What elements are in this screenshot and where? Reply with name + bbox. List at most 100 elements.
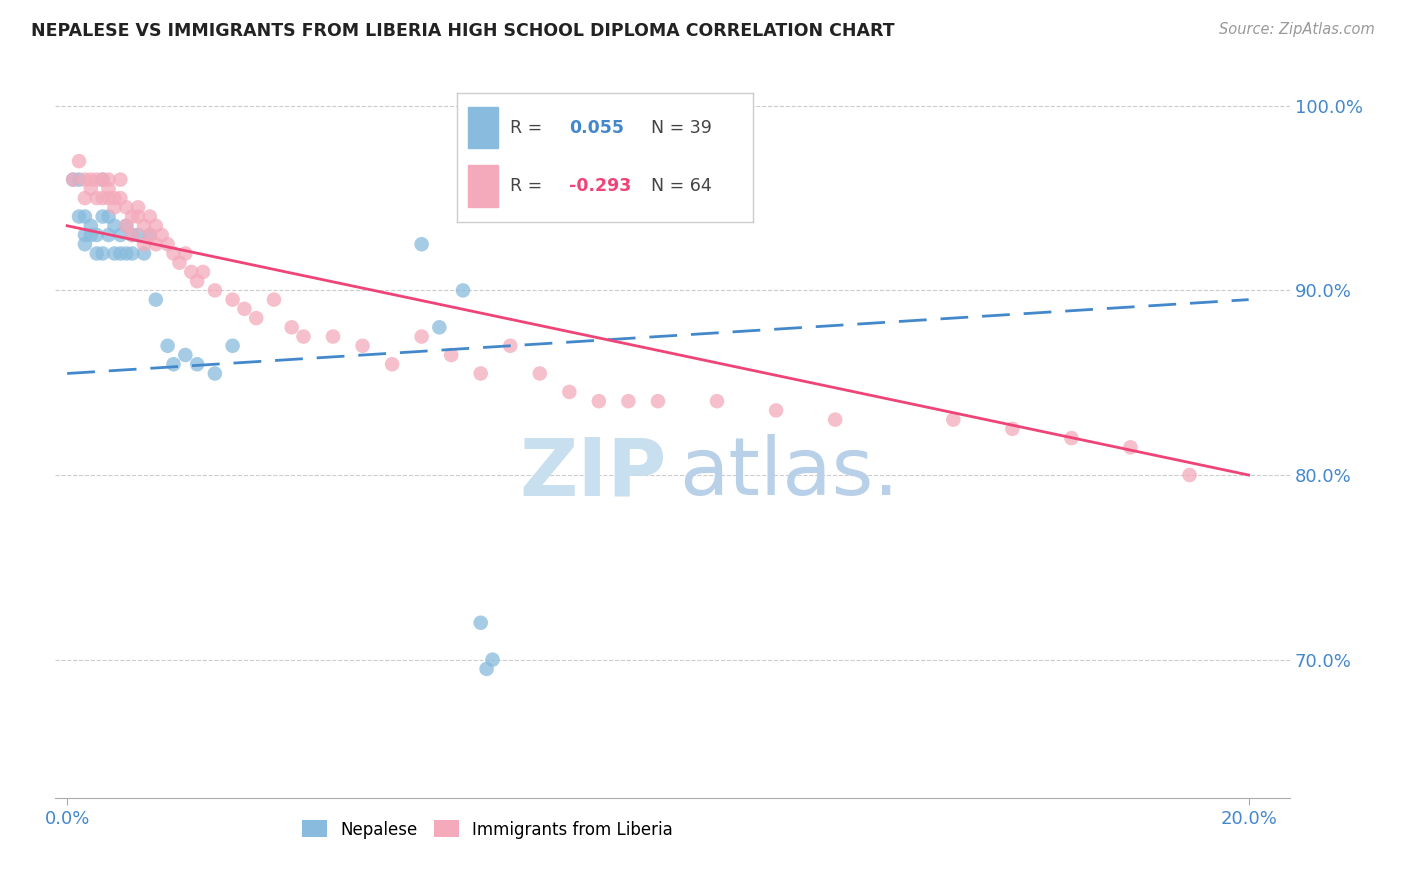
Point xyxy=(73,191,96,205)
Point xyxy=(103,219,125,233)
Point xyxy=(145,237,167,252)
Point xyxy=(91,191,114,205)
Point xyxy=(1001,422,1024,436)
Point xyxy=(162,246,184,260)
Point xyxy=(132,237,155,252)
Text: atlas.: atlas. xyxy=(679,434,898,512)
Point xyxy=(97,172,120,186)
Point xyxy=(647,394,669,409)
Point xyxy=(765,403,787,417)
Point xyxy=(80,227,103,242)
Point xyxy=(91,172,114,186)
Point xyxy=(97,210,120,224)
Point xyxy=(322,329,344,343)
Point xyxy=(263,293,285,307)
Point xyxy=(67,154,90,169)
Point xyxy=(162,357,184,371)
Point xyxy=(1060,431,1083,445)
Point xyxy=(942,412,965,426)
Point xyxy=(145,219,167,233)
Point xyxy=(558,384,581,399)
Point xyxy=(174,348,197,362)
Point xyxy=(73,210,96,224)
Point xyxy=(73,237,96,252)
Point xyxy=(91,210,114,224)
Point xyxy=(139,227,162,242)
Point xyxy=(115,200,138,214)
Text: NEPALESE VS IMMIGRANTS FROM LIBERIA HIGH SCHOOL DIPLOMA CORRELATION CHART: NEPALESE VS IMMIGRANTS FROM LIBERIA HIGH… xyxy=(31,22,894,40)
Point xyxy=(132,219,155,233)
Legend: Nepalese, Immigrants from Liberia: Nepalese, Immigrants from Liberia xyxy=(295,814,681,846)
Point xyxy=(80,219,103,233)
Point xyxy=(121,227,143,242)
Point xyxy=(73,227,96,242)
Point xyxy=(121,246,143,260)
Point xyxy=(427,320,450,334)
Point xyxy=(470,367,492,381)
Point xyxy=(86,172,108,186)
Point xyxy=(97,227,120,242)
Point xyxy=(381,357,404,371)
Point xyxy=(221,339,243,353)
Point xyxy=(67,172,90,186)
Point xyxy=(233,301,256,316)
Point xyxy=(97,182,120,196)
Point xyxy=(470,615,492,630)
Point xyxy=(440,348,463,362)
Point xyxy=(110,246,132,260)
Point xyxy=(150,227,173,242)
Point xyxy=(103,191,125,205)
Point xyxy=(292,329,315,343)
Point xyxy=(62,172,84,186)
Point xyxy=(824,412,846,426)
Point xyxy=(97,191,120,205)
Point xyxy=(411,329,433,343)
Point xyxy=(204,284,226,298)
Point xyxy=(180,265,202,279)
Point xyxy=(1119,440,1142,454)
Point xyxy=(80,182,103,196)
Point xyxy=(156,339,179,353)
Point xyxy=(529,367,551,381)
Point xyxy=(127,227,149,242)
Point xyxy=(139,210,162,224)
Point xyxy=(706,394,728,409)
Point xyxy=(475,662,498,676)
Point xyxy=(588,394,610,409)
Point xyxy=(617,394,640,409)
Point xyxy=(121,227,143,242)
Point xyxy=(169,256,191,270)
Point xyxy=(115,219,138,233)
Point xyxy=(103,246,125,260)
Point xyxy=(91,246,114,260)
Point xyxy=(221,293,243,307)
Point xyxy=(451,284,474,298)
Point xyxy=(280,320,302,334)
Point xyxy=(121,210,143,224)
Point xyxy=(115,246,138,260)
Point xyxy=(352,339,374,353)
Point xyxy=(91,172,114,186)
Point xyxy=(145,293,167,307)
Point xyxy=(110,172,132,186)
Point xyxy=(411,237,433,252)
Point xyxy=(115,219,138,233)
Point xyxy=(73,172,96,186)
Point xyxy=(174,246,197,260)
Point xyxy=(86,227,108,242)
Point xyxy=(62,172,84,186)
Point xyxy=(86,191,108,205)
Point xyxy=(80,172,103,186)
Point xyxy=(110,227,132,242)
Point xyxy=(186,274,208,288)
Point xyxy=(156,237,179,252)
Point xyxy=(245,311,267,326)
Text: Source: ZipAtlas.com: Source: ZipAtlas.com xyxy=(1219,22,1375,37)
Text: ZIP: ZIP xyxy=(519,434,666,512)
Point xyxy=(110,191,132,205)
Point xyxy=(499,339,522,353)
Point xyxy=(67,210,90,224)
Point xyxy=(1178,468,1201,483)
Point xyxy=(204,367,226,381)
Point xyxy=(86,246,108,260)
